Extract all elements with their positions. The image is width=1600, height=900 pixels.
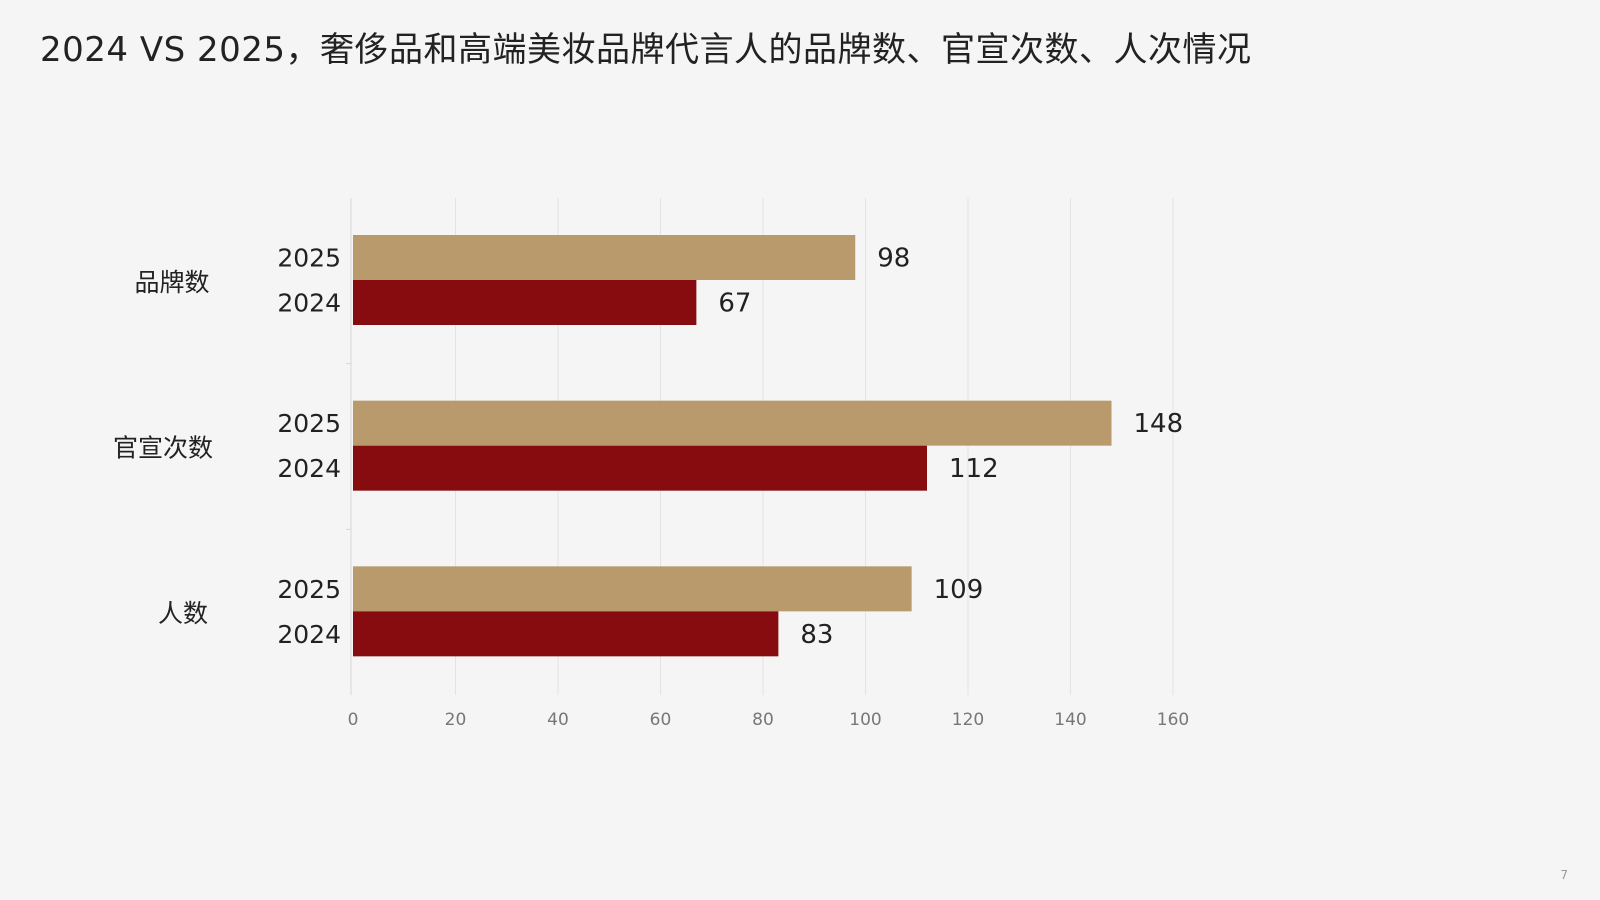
bar — [353, 566, 912, 612]
series-label: 2024 — [277, 620, 341, 649]
category-label: 品牌数 — [134, 268, 209, 297]
series-label: 2025 — [277, 244, 341, 273]
x-tick-label: 0 — [348, 710, 359, 730]
series-label: 2024 — [277, 454, 341, 483]
data-label: 98 — [877, 244, 910, 274]
x-tick-label: 20 — [445, 710, 467, 730]
page-number: 7 — [1560, 868, 1568, 882]
data-label: 148 — [1134, 409, 1184, 439]
data-label: 112 — [949, 454, 999, 484]
axis — [346, 198, 352, 695]
x-tick-label: 40 — [547, 710, 569, 730]
x-tick-label: 100 — [849, 710, 881, 730]
data-label: 109 — [934, 575, 984, 605]
data-label: 67 — [718, 289, 751, 319]
bar — [353, 445, 927, 491]
category-label: 官宣次数 — [113, 434, 213, 463]
series-label: 2025 — [277, 575, 341, 604]
chart-title: 2024 VS 2025，奢侈品和高端美妆品牌代言人的品牌数、官宣次数、人次情况 — [40, 30, 1252, 70]
bar — [353, 235, 856, 280]
x-tick-label: 140 — [1054, 710, 1086, 730]
series-label: 2025 — [277, 409, 341, 438]
bar — [353, 280, 697, 325]
labels: 0 20 40 60 80 100 120 140 160 98 2025 67 2024 品牌数 148 2… — [113, 244, 1189, 731]
x-tick-label: 60 — [650, 710, 672, 730]
category-label: 人数 — [158, 599, 208, 628]
series-label: 2024 — [277, 289, 341, 318]
bars — [353, 235, 1112, 657]
data-label: 83 — [800, 620, 833, 650]
bar — [353, 400, 1112, 446]
x-tick-label: 160 — [1157, 710, 1189, 730]
bar — [353, 611, 779, 657]
x-tick-label: 80 — [752, 710, 774, 730]
x-tick-label: 120 — [952, 710, 984, 730]
